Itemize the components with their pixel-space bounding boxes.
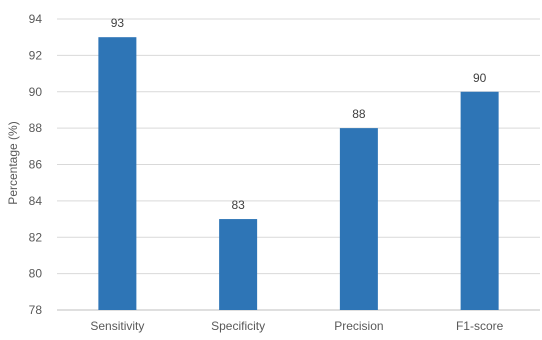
x-tick-label: Precision — [334, 319, 383, 333]
y-axis-ticks: 78 80 82 84 86 88 90 92 94 — [29, 12, 43, 317]
data-label: 93 — [111, 16, 125, 30]
x-axis-ticks: Sensitivity Specificity Precision F1-score — [90, 319, 503, 333]
y-tick-label: 84 — [29, 194, 43, 208]
x-tick-label: Sensitivity — [90, 319, 144, 333]
data-label: 83 — [231, 198, 245, 212]
bar-f1-score — [460, 91, 499, 310]
bar-specificity — [219, 219, 258, 310]
bars — [98, 37, 499, 310]
bar-sensitivity — [98, 37, 137, 310]
data-label: 90 — [473, 71, 487, 85]
y-tick-label: 90 — [29, 85, 43, 99]
y-tick-label: 94 — [29, 12, 43, 26]
bar-precision — [339, 128, 378, 310]
y-tick-label: 82 — [29, 230, 43, 244]
y-tick-label: 78 — [29, 303, 43, 317]
y-tick-label: 86 — [29, 158, 43, 172]
y-axis-title: Percentage (%) — [6, 121, 20, 204]
data-label: 88 — [352, 107, 366, 121]
y-tick-label: 88 — [29, 121, 43, 135]
y-tick-label: 80 — [29, 267, 43, 281]
data-labels: 93 83 88 90 — [111, 16, 487, 212]
gridlines — [57, 18, 540, 275]
x-tick-label: Specificity — [211, 319, 265, 333]
y-tick-label: 92 — [29, 48, 43, 62]
x-tick-label: F1-score — [456, 319, 504, 333]
